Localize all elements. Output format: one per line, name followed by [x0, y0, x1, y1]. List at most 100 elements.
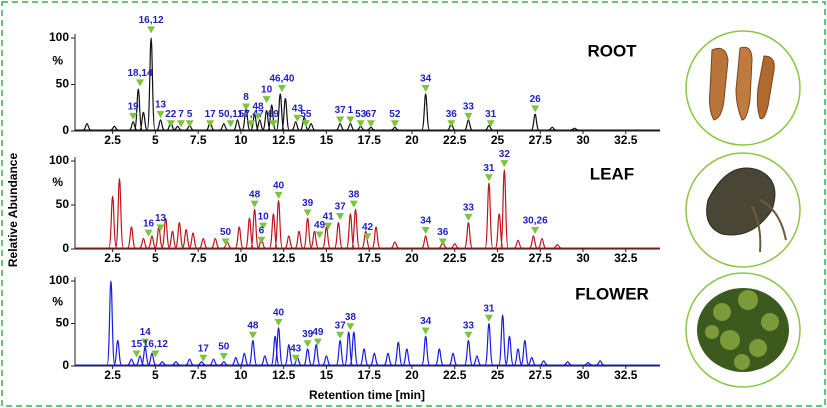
peak — [371, 226, 381, 249]
peak — [275, 93, 285, 131]
peak-marker — [363, 233, 372, 241]
x-tick-label: 22.5 — [443, 251, 467, 265]
x-tick-label: 10 — [234, 133, 248, 147]
peak — [484, 124, 493, 131]
peak — [520, 339, 530, 366]
peak-marker — [199, 354, 208, 362]
peak-marker — [262, 96, 271, 104]
peak — [539, 360, 548, 366]
peak — [421, 93, 431, 131]
peak-marker — [390, 120, 399, 128]
peak-label: 34 — [420, 316, 432, 327]
peak-label: 38 — [345, 312, 357, 323]
peak — [158, 361, 167, 366]
peak-label: 7 — [178, 109, 184, 120]
peak — [513, 239, 523, 249]
peak — [344, 331, 354, 366]
peak-marker — [206, 120, 215, 128]
leaf-photo — [685, 152, 801, 268]
peak — [181, 229, 191, 249]
peak — [349, 331, 359, 366]
x-tick-label: 32.5 — [614, 133, 638, 147]
peak-marker — [336, 331, 345, 339]
peak — [156, 119, 165, 131]
peak-marker — [421, 84, 430, 92]
peak — [219, 361, 228, 366]
peak-marker — [313, 338, 322, 346]
peak-marker — [274, 191, 283, 199]
peak — [530, 113, 540, 131]
peak — [450, 243, 459, 249]
peak — [197, 361, 206, 366]
peak-marker — [156, 110, 165, 118]
peak-label: 43 — [292, 103, 304, 114]
peak-marker — [254, 112, 263, 120]
peak — [346, 122, 355, 131]
peak — [303, 217, 313, 249]
x-tick-label: 25 — [491, 133, 505, 147]
peak-label: 5 — [187, 109, 193, 120]
peak-marker — [356, 120, 365, 128]
peak-marker — [336, 116, 345, 124]
peak-marker — [531, 105, 540, 113]
peak-marker — [336, 212, 345, 220]
peak-label: 37 — [335, 105, 347, 116]
peak-label: 33 — [463, 320, 475, 331]
peak-label: 48 — [247, 320, 259, 331]
x-tick-label: 2.5 — [104, 368, 121, 382]
peak-marker — [301, 120, 310, 128]
x-tick-label: 25 — [491, 368, 505, 382]
peak-marker — [226, 120, 235, 128]
peak — [463, 339, 473, 366]
peak-marker — [129, 112, 138, 120]
peak-marker — [274, 319, 283, 327]
x-tick-label: 27.5 — [529, 133, 553, 147]
x-tick-label: 2.5 — [104, 133, 121, 147]
peak — [513, 348, 523, 366]
peak-marker — [177, 120, 186, 128]
peak — [250, 113, 260, 131]
peak-marker — [277, 84, 286, 92]
x-tick-label: 15 — [320, 251, 334, 265]
x-tick-label: 5 — [152, 133, 159, 147]
peak — [133, 88, 143, 131]
peak-label: 39 — [302, 198, 314, 209]
x-tick-label: 17.5 — [358, 368, 382, 382]
peak-marker — [291, 354, 300, 362]
peak — [127, 226, 136, 249]
peak — [174, 221, 184, 249]
peak — [548, 126, 557, 131]
peak-label: 1 — [348, 105, 354, 116]
peak-marker — [464, 331, 473, 339]
x-tick-label: 30 — [576, 251, 590, 265]
x-tick-label: 22.5 — [443, 368, 467, 382]
x-tick-label: 15 — [320, 133, 334, 147]
peak-marker — [185, 120, 194, 128]
peak-marker — [438, 238, 447, 246]
peak-marker — [242, 103, 251, 111]
peak-label: 30,26 — [523, 216, 548, 227]
peak-label: 16,12 — [143, 339, 168, 350]
peak-marker — [141, 338, 150, 346]
x-tick-label: 12.5 — [272, 133, 296, 147]
peak — [336, 122, 345, 131]
peak-label: 15 — [131, 339, 143, 350]
peak — [161, 217, 171, 249]
peak — [108, 195, 118, 249]
y-tick-label: 100 — [49, 30, 69, 44]
peak-label: 31 — [483, 303, 495, 314]
x-tick-label: 10 — [234, 251, 248, 265]
peak-label: 13 — [155, 213, 167, 224]
peak — [248, 339, 258, 366]
peak — [505, 335, 514, 366]
peak-marker — [324, 222, 333, 230]
peak-label: 32 — [499, 149, 511, 160]
peak-label: 18,14 — [127, 68, 152, 79]
peak — [300, 116, 309, 131]
peak — [274, 327, 283, 366]
y-tick-label: 50 — [56, 77, 70, 91]
peak — [138, 111, 148, 131]
peak — [421, 235, 430, 249]
peak — [322, 355, 331, 366]
peak — [303, 348, 313, 366]
